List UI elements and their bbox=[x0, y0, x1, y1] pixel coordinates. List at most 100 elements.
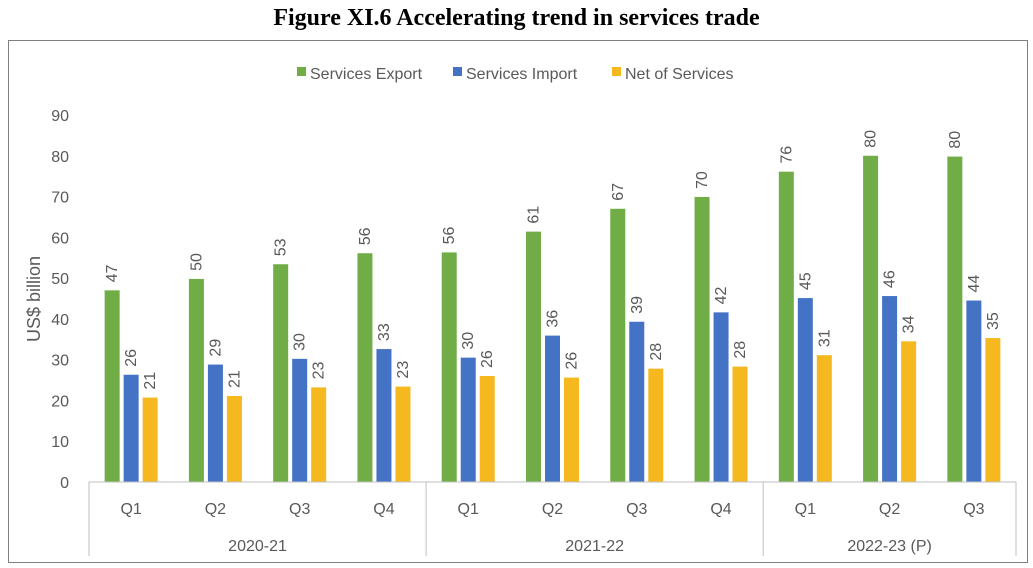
data-label: 39 bbox=[629, 296, 646, 314]
data-label: 23 bbox=[311, 361, 328, 379]
bar bbox=[460, 357, 476, 482]
data-label: 30 bbox=[460, 332, 477, 350]
bar bbox=[292, 358, 308, 482]
y-tick-label: 80 bbox=[51, 149, 69, 166]
x-tick-label: Q3 bbox=[963, 501, 984, 518]
bar bbox=[441, 252, 457, 482]
bar bbox=[123, 374, 139, 482]
data-label: 30 bbox=[292, 333, 309, 351]
legend-swatch bbox=[453, 67, 462, 76]
data-label: 28 bbox=[648, 343, 665, 361]
data-label: 46 bbox=[882, 270, 899, 288]
data-label: 53 bbox=[273, 238, 290, 256]
legend-label: Services Export bbox=[310, 66, 423, 83]
bar bbox=[104, 290, 120, 482]
bar bbox=[694, 196, 710, 483]
bar bbox=[882, 296, 898, 482]
bar bbox=[311, 387, 327, 482]
x-tick-label: Q4 bbox=[373, 501, 394, 518]
data-label: 33 bbox=[376, 323, 393, 341]
data-label: 26 bbox=[479, 350, 496, 368]
bar bbox=[479, 375, 495, 482]
data-label: 28 bbox=[732, 341, 749, 359]
data-label: 31 bbox=[816, 329, 833, 347]
bar bbox=[142, 397, 158, 482]
y-tick-label: 10 bbox=[51, 434, 69, 451]
x-tick-label: Q2 bbox=[879, 501, 900, 518]
bar bbox=[985, 338, 1001, 482]
x-tick-label: Q3 bbox=[289, 501, 310, 518]
group-label: 2021-22 bbox=[565, 538, 624, 555]
data-label: 50 bbox=[188, 253, 205, 271]
data-label: 23 bbox=[395, 361, 412, 379]
group-label: 2022-23 (P) bbox=[847, 538, 932, 555]
bar bbox=[395, 386, 411, 482]
data-label: 76 bbox=[778, 146, 795, 164]
bar bbox=[713, 312, 729, 482]
bar bbox=[207, 364, 223, 482]
bar bbox=[273, 264, 289, 482]
data-label: 35 bbox=[985, 312, 1002, 330]
x-tick-label: Q1 bbox=[120, 501, 141, 518]
x-tick-label: Q1 bbox=[458, 501, 479, 518]
figure-title: Figure XI.6 Accelerating trend in servic… bbox=[273, 5, 760, 31]
data-label: 61 bbox=[526, 206, 543, 224]
data-label: 26 bbox=[123, 349, 140, 367]
y-tick-label: 60 bbox=[51, 230, 69, 247]
y-tick-label: 30 bbox=[51, 353, 69, 370]
data-label: 44 bbox=[966, 275, 983, 293]
data-label: 21 bbox=[142, 372, 159, 390]
data-label: 70 bbox=[694, 171, 711, 189]
bar bbox=[226, 395, 242, 482]
bar bbox=[778, 171, 794, 483]
data-label: 80 bbox=[863, 130, 880, 148]
bar bbox=[966, 300, 982, 482]
data-label: 29 bbox=[207, 339, 224, 357]
data-label: 80 bbox=[947, 131, 964, 149]
legend-label: Net of Services bbox=[625, 66, 733, 83]
x-tick-label: Q3 bbox=[626, 501, 647, 518]
y-tick-label: 20 bbox=[51, 393, 69, 410]
bar bbox=[863, 155, 879, 482]
bar bbox=[188, 278, 204, 482]
group-label: 2020-21 bbox=[228, 538, 287, 555]
bar bbox=[797, 298, 813, 482]
bar bbox=[901, 341, 917, 482]
bar bbox=[526, 231, 541, 482]
legend-label: Services Import bbox=[466, 66, 578, 83]
legend-swatch bbox=[612, 67, 621, 76]
data-label: 26 bbox=[564, 352, 581, 370]
bar bbox=[564, 377, 579, 482]
y-tick-label: 70 bbox=[51, 190, 69, 207]
bar-chart: 0 10 20 30 40 50 60 70 80 90 US$ billion Services E… bbox=[24, 66, 1017, 556]
y-tick-label: 90 bbox=[51, 108, 69, 125]
data-label: 45 bbox=[797, 272, 814, 290]
data-label: 56 bbox=[357, 227, 374, 245]
data-label: 36 bbox=[545, 310, 562, 328]
legend-swatch bbox=[297, 67, 306, 76]
bar bbox=[947, 156, 963, 482]
y-tick-label: 50 bbox=[51, 271, 69, 288]
bar bbox=[357, 253, 373, 482]
bar bbox=[376, 349, 392, 482]
data-label: 56 bbox=[441, 227, 458, 245]
y-axis-title: US$ billion bbox=[24, 256, 44, 342]
data-label: 47 bbox=[104, 264, 121, 282]
x-tick-label: Q2 bbox=[205, 501, 226, 518]
x-tick-label: Q2 bbox=[542, 501, 563, 518]
data-label: 67 bbox=[610, 183, 627, 201]
data-label: 42 bbox=[713, 286, 730, 304]
y-tick-label: 0 bbox=[60, 475, 69, 492]
y-tick-label: 40 bbox=[51, 312, 69, 329]
bar bbox=[648, 368, 664, 482]
bar bbox=[629, 321, 645, 482]
data-label: 21 bbox=[226, 370, 243, 388]
x-tick-label: Q4 bbox=[710, 501, 731, 518]
x-tick-label: Q1 bbox=[795, 501, 816, 518]
bar bbox=[610, 208, 626, 483]
bar bbox=[545, 335, 560, 482]
data-label: 34 bbox=[901, 315, 918, 333]
chart-area: 0 10 20 30 40 50 60 70 80 90 US$ billion Services E… bbox=[8, 40, 1028, 563]
bar bbox=[732, 366, 748, 482]
bar bbox=[816, 355, 832, 482]
